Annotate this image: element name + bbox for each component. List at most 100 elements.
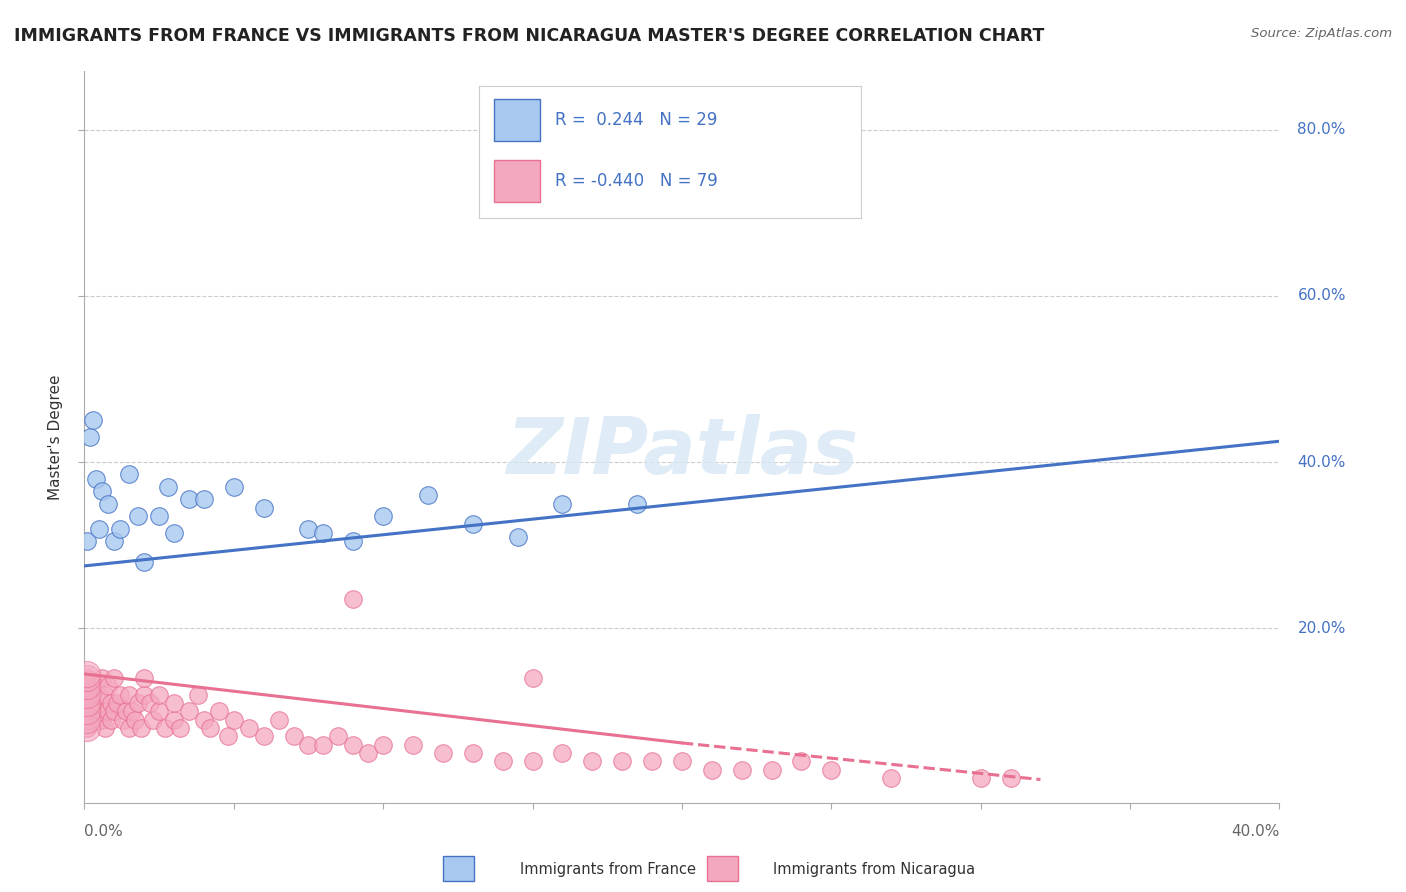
Point [153,721,176,735]
Point [110,688,132,702]
Point [371,738,394,752]
Point [222,713,245,727]
Point [76,671,98,685]
Point [198,721,221,735]
Point [193,492,215,507]
Point [110,521,132,535]
Point [790,754,813,768]
Point [103,533,125,548]
Point [97,680,120,694]
Point [416,488,439,502]
Point [671,754,693,768]
Point [76,680,98,694]
Point [970,771,993,785]
Point [432,746,454,760]
Point [97,705,120,719]
Point [94,688,117,702]
Point [82,705,104,719]
Point [82,688,104,702]
Point [132,688,156,702]
Point [217,729,239,743]
Point [222,480,245,494]
Point [461,517,484,532]
Point [461,746,484,760]
Point [82,413,104,427]
Point [371,509,394,524]
Point [297,738,319,752]
Text: 60.0%: 60.0% [1298,288,1346,303]
Point [132,555,156,569]
Point [253,500,276,515]
Point [112,713,135,727]
Point [76,696,98,710]
Point [86,472,108,486]
Text: 0.0%: 0.0% [84,823,124,838]
Point [506,530,529,544]
Point [97,497,120,511]
Point [551,746,574,760]
Point [761,763,783,777]
Point [76,688,98,702]
Point [880,771,903,785]
Point [357,746,380,760]
Point [148,705,170,719]
Point [79,696,101,710]
Text: ZIPatlas: ZIPatlas [506,414,858,490]
Point [208,705,231,719]
Point [76,713,98,727]
Point [177,492,200,507]
Point [118,721,141,735]
Point [187,688,209,702]
Point [76,688,98,702]
Point [157,480,180,494]
Point [522,671,544,685]
Point [76,671,98,685]
Point [89,688,111,702]
Point [121,705,143,719]
Point [312,525,335,540]
Point [118,467,141,482]
Point [79,713,101,727]
Point [132,671,156,685]
Point [76,721,98,735]
Point [79,688,101,702]
Point [127,509,149,524]
Point [163,713,186,727]
Point [124,713,146,727]
Point [626,497,648,511]
Point [139,696,162,710]
Point [79,430,101,444]
Point [76,721,98,735]
Point [100,696,122,710]
Point [115,705,138,719]
Point [142,713,165,727]
Point [76,667,98,681]
Point [129,721,152,735]
Point [731,763,754,777]
Point [169,721,191,735]
Point [1000,771,1022,785]
Point [551,497,574,511]
Point [641,754,664,768]
Point [238,721,260,735]
Text: Immigrants from Nicaragua: Immigrants from Nicaragua [773,863,976,877]
Point [253,729,276,743]
Point [610,754,633,768]
Text: 40.0%: 40.0% [1298,455,1346,469]
Point [89,713,111,727]
Point [105,696,128,710]
Point [581,754,603,768]
Point [522,754,544,768]
Point [76,533,98,548]
Point [148,509,170,524]
Point [700,763,723,777]
Point [328,729,350,743]
Point [163,525,186,540]
Point [91,671,114,685]
Point [297,521,319,535]
Point [283,729,305,743]
Text: 40.0%: 40.0% [1232,823,1279,838]
Text: 20.0%: 20.0% [1298,621,1346,636]
Point [492,754,515,768]
Text: 80.0%: 80.0% [1298,122,1346,137]
